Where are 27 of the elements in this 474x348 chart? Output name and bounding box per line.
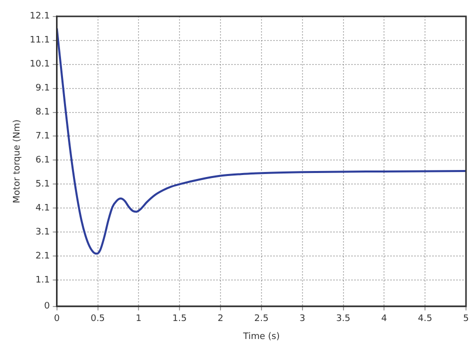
- x-tick-label: 1: [136, 314, 142, 324]
- y-tick-label: 9.1: [36, 84, 50, 94]
- y-axis-title: Motor torque (Nm): [12, 120, 23, 204]
- x-tick-label: 1.5: [172, 314, 187, 324]
- y-tick-label: 8.1: [36, 108, 50, 118]
- x-tick-label: 0.5: [90, 314, 105, 324]
- y-tick-label: 3.1: [36, 227, 50, 238]
- x-tick-label: 2: [218, 314, 224, 324]
- y-tick-label: 11.1: [30, 36, 50, 46]
- y-tick-label: 12.1: [30, 12, 50, 22]
- x-tick-label: 0: [54, 314, 60, 324]
- x-tick-label: 5: [463, 314, 469, 324]
- line-series: [56, 27, 466, 255]
- x-tick-label: 3: [299, 314, 306, 324]
- x-tick-label: 3.5: [336, 314, 350, 324]
- y-tick-label: 10.1: [30, 60, 50, 70]
- y-tick-label: 4.1: [36, 203, 50, 214]
- x-tick-label: 4.5: [418, 314, 432, 324]
- x-tick-label: 4: [381, 314, 388, 324]
- y-tick-label: 6.1: [36, 156, 50, 166]
- y-tick-label: 2.1: [36, 251, 50, 262]
- y-tick-label: 1.1: [36, 275, 50, 286]
- y-tick-label: 0: [44, 302, 50, 312]
- x-axis-title: Time (s): [242, 332, 280, 342]
- y-tick-label: 7.1: [36, 132, 50, 142]
- x-tick-label: 2.5: [254, 314, 269, 324]
- y-tick-label: 5.1: [36, 180, 50, 190]
